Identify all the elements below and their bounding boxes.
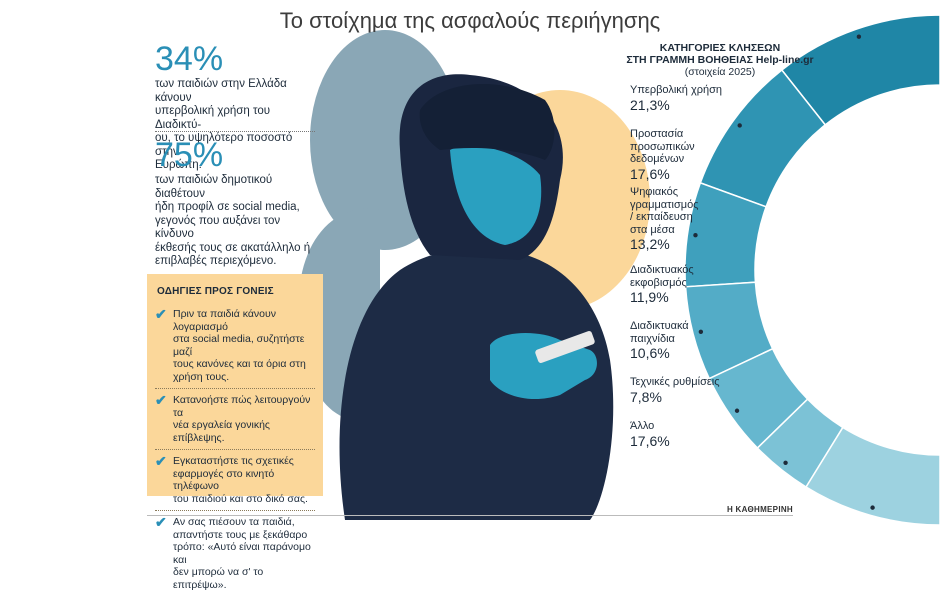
guide-line: απαντήστε τους με ξεκάθαρο bbox=[173, 528, 308, 541]
checkmark-icon: ✔ bbox=[155, 306, 167, 322]
category-name: Διαδικτυακά bbox=[630, 320, 689, 332]
guide-line: Αν σας πιέσουν τα παιδιά, bbox=[173, 516, 295, 528]
stat-text-1-line: των παιδιών στην Ελλάδα κάνουν bbox=[155, 78, 287, 104]
guide-line: τρόπο: «Αυτό είναι παράνομο και bbox=[173, 541, 311, 566]
category-name: Τεχνικές ρυθμίσεις bbox=[630, 376, 720, 388]
category-label-3: Ψηφιακός γραμματισμός / εκπαίδευση στα μ… bbox=[630, 186, 740, 252]
guide-line: Εγκαταστήστε τις σχετικές bbox=[173, 455, 294, 467]
category-label-2: Προστασία προσωπικών δεδομένων 17,6% bbox=[630, 128, 740, 182]
category-name: εκφοβισμός bbox=[630, 276, 687, 289]
stat-text-2-line: έκθεσής τους σε ακατάλληλο ή bbox=[155, 241, 311, 254]
category-label-5: Διαδικτυακά παιχνίδια 10,6% bbox=[630, 320, 740, 361]
guide-item: ✔ Πριν τα παιδιά κάνουν λογαριασμό στα s… bbox=[155, 303, 315, 388]
stat-text-1-line: Ευρώπη. bbox=[155, 159, 202, 171]
stat-text-1-line: υπερβολική χρήση του Διαδικτύ- bbox=[155, 105, 271, 131]
hair bbox=[419, 83, 555, 160]
checkmark-icon: ✔ bbox=[155, 514, 167, 530]
phone bbox=[535, 331, 595, 363]
stat-text-1: των παιδιών στην Ελλάδα κάνουν υπερβολικ… bbox=[155, 78, 315, 173]
category-name: Προστασία προσωπικών bbox=[630, 128, 695, 153]
category-value: 7,8% bbox=[630, 388, 662, 405]
category-value: 17,6% bbox=[630, 432, 670, 449]
guide-line: δεν μπορώ να σ' το επιτρέψω». bbox=[173, 566, 264, 591]
stat-text-1-line: ου, το υψηλότερο ποσοστό στην bbox=[155, 132, 293, 158]
checkmark-icon: ✔ bbox=[155, 453, 167, 469]
stat-block-2: 75% των παιδιών δημοτικού διαθέτουν ήδη … bbox=[155, 138, 315, 269]
guide-line: χρήση τους. bbox=[173, 370, 230, 383]
category-name: Άλλο bbox=[630, 420, 655, 432]
guide-item: ✔ Αν σας πιέσουν τα παιδιά, απαντήστε το… bbox=[155, 510, 315, 596]
category-name: Ψηφιακός bbox=[630, 186, 679, 198]
guide-line: Κατανοήστε πώς λειτουργούν τα bbox=[173, 394, 311, 419]
category-value: 17,6% bbox=[630, 165, 670, 182]
guide-line: τους κανόνες και τα όρια στη bbox=[173, 358, 306, 370]
chart-title: ΚΑΤΗΓΟΡΙΕΣ ΚΛΗΣΕΩΝ ΣΤΗ ΓΡΑΜΜΗ ΒΟΗΘΕΙΑΣ H… bbox=[610, 42, 830, 78]
checkmark-icon: ✔ bbox=[155, 392, 167, 408]
category-label-4: Διαδικτυακός εκφοβισμός 11,9% bbox=[630, 264, 740, 305]
donut-chart bbox=[684, 14, 940, 526]
category-value: 21,3% bbox=[630, 96, 670, 113]
footer-rule bbox=[147, 515, 793, 516]
category-name: / εκπαίδευση bbox=[630, 211, 693, 223]
parents-guide-panel: ΟΔΗΓΙΕΣ ΠΡΟΣ ΓΟΝΕΙΣ ✔ Πριν τα παιδιά κάν… bbox=[147, 274, 323, 591]
leader-lines bbox=[693, 34, 875, 510]
category-name: Διαδικτυακός bbox=[630, 264, 694, 276]
guide-item: ✔ Εγκαταστήστε τις σχετικές εφαρμογές στ… bbox=[155, 449, 315, 510]
source-credit: Η ΚΑΘΗΜΕΡΙΝΗ bbox=[726, 505, 793, 514]
chart-title-line: ΚΑΤΗΓΟΡΙΕΣ ΚΛΗΣΕΩΝ bbox=[659, 42, 781, 54]
guide-line: νέα εργαλεία γονικής επίβλεψης. bbox=[173, 419, 270, 444]
leader-dot bbox=[870, 505, 875, 510]
guide-line: Πριν τα παιδιά κάνουν λογαριασμό bbox=[173, 308, 276, 333]
face bbox=[450, 146, 542, 245]
stat-text-2-line: επιβλαβές περιεχόμενο. bbox=[155, 255, 277, 267]
leader-dot bbox=[783, 460, 788, 465]
stat-text-2-line: των παιδιών δημοτικού διαθέτουν bbox=[155, 174, 273, 200]
stat-value-2: 75% bbox=[155, 136, 224, 174]
leader-dot bbox=[693, 232, 698, 238]
guide-title: ΟΔΗΓΙΕΣ ΠΡΟΣ ΓΟΝΕΙΣ bbox=[157, 286, 274, 297]
chart-title-line: ΣΤΗ ΓΡΑΜΜΗ ΒΟΗΘΕΙΑΣ Help-line.gr bbox=[626, 54, 814, 66]
guide-line: του παιδιού και στο δικό σας. bbox=[173, 492, 308, 505]
category-value: 11,9% bbox=[630, 289, 669, 305]
category-label-7: Άλλο 17,6% bbox=[630, 420, 740, 449]
stat-text-2-line: γεγονός που αυξάνει τον κίνδυνο bbox=[155, 214, 281, 241]
leader-dot bbox=[856, 34, 862, 39]
guide-item: ✔ Κατανοήστε πώς λειτουργούν τα νέα εργα… bbox=[155, 388, 315, 449]
category-value: 10,6% bbox=[630, 345, 670, 361]
stat-text-2: των παιδιών δημοτικού διαθέτουν ήδη προφ… bbox=[155, 174, 315, 269]
category-name: παιχνίδια bbox=[630, 332, 675, 345]
guide-line: εφαρμογές στο κινητό τηλέφωνο bbox=[173, 467, 275, 493]
leader-dot bbox=[698, 329, 704, 335]
page-title: Το στοίχημα της ασφαλούς περιήγησης bbox=[279, 8, 661, 33]
stat-text-2-line: ήδη προφίλ σε social media, bbox=[155, 201, 300, 213]
guide-line: στα social media, συζητήστε μαζί bbox=[173, 333, 305, 358]
donut-slice bbox=[805, 426, 940, 526]
leader-dot bbox=[737, 123, 742, 128]
category-label-6: Τεχνικές ρυθμίσεις 7,8% bbox=[630, 376, 740, 405]
divider bbox=[155, 131, 315, 132]
category-name: στα μέσα bbox=[630, 223, 675, 236]
hoodie-body bbox=[339, 248, 614, 520]
stat-value-1: 34% bbox=[155, 40, 224, 78]
background-graphics bbox=[298, 14, 940, 526]
chart-subtitle: (στοιχεία 2025) bbox=[684, 66, 756, 78]
category-name: γραμματισμός bbox=[630, 198, 699, 211]
category-value: 13,2% bbox=[630, 236, 670, 252]
category-name: Υπερβολική χρήση bbox=[630, 84, 722, 96]
stat-block-1: 34% των παιδιών στην Ελλάδα κάνουν υπερβ… bbox=[155, 42, 315, 173]
category-name: δεδομένων bbox=[630, 153, 685, 165]
category-label-1: Υπερβολική χρήση 21,3% bbox=[630, 84, 740, 113]
leader-dot bbox=[734, 408, 740, 413]
